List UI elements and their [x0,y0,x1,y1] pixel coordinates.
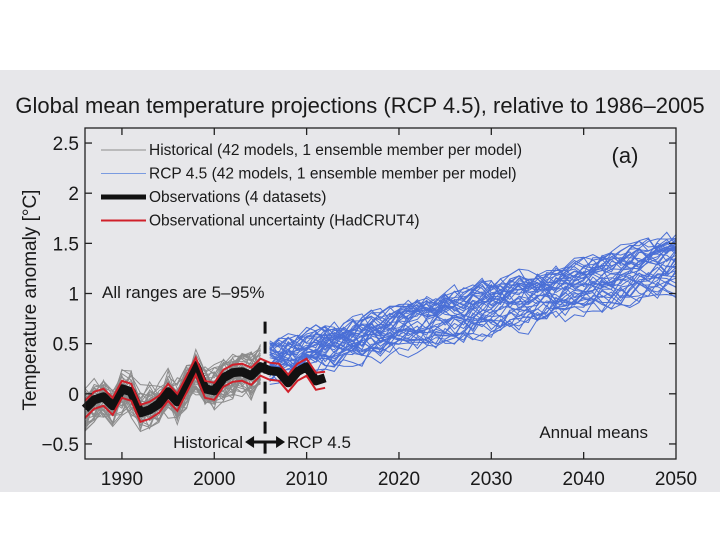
x-tick-label: 2050 [655,469,697,490]
y-tick-label: 2.5 [53,134,79,155]
uncertainty-lower-line [84,372,326,424]
rcp45-model-line [269,246,677,350]
observations-line [81,361,327,418]
rcp45-model-line [269,253,677,371]
rcp45-ensemble [269,231,677,385]
x-tick-label: 2000 [193,469,235,490]
y-tick-label: 0 [68,385,79,406]
chart-title: Global mean temperature projections (RCP… [15,93,704,118]
y-tick-label: 1.5 [53,234,79,255]
y-tick-label: −0.5 [41,435,79,456]
ranges-note: All ranges are 5–95% [102,283,265,302]
legend-label: Observations (4 datasets) [149,189,326,206]
x-axis: 1990 2000 2010 2020 2030 2040 2050 [101,128,697,490]
x-tick-label: 2040 [563,469,605,490]
arrow-head-left [245,436,255,448]
y-axis: −0.5 0 0.5 1 1.5 2 2.5 [41,134,676,456]
legend-label: Historical (42 models, 1 ensemble member… [149,142,522,159]
rcp45-model-line [269,281,677,375]
x-tick-label: 2010 [285,469,327,490]
rcp45-model-line [269,245,677,359]
x-tick-label: 2030 [470,469,512,490]
uncertainty-upper-line [84,355,326,407]
y-tick-label: 0.5 [53,335,79,356]
rcp45-model-line [269,277,677,375]
plot-area [81,231,677,459]
rcp45-model-line [269,277,677,381]
rcp45-model-line [269,248,677,353]
rcp45-model-line [269,240,677,347]
x-tick-label: 1990 [101,469,143,490]
legend-label: Observational uncertainty (HadCRUT4) [149,213,420,230]
annual-means-note: Annual means [539,423,648,442]
rcp45-model-line [269,238,677,356]
legend-label: RCP 4.5 (42 models, 1 ensemble member pe… [149,166,517,183]
legend: Historical (42 models, 1 ensemble member… [101,142,522,230]
rcp-label: RCP 4.5 [287,433,351,452]
double-arrow-icon [245,436,286,448]
rcp45-model-line [269,280,677,385]
panel-label: (a) [612,143,639,168]
rcp45-model-line [269,281,677,375]
y-axis-label: Temperature anomaly [°C] [20,190,41,411]
rcp45-model-line [269,237,677,355]
rcp45-model-line [269,256,677,368]
y-tick-label: 1 [68,285,79,306]
y-axis-label-text: Temperature anomaly [°C] [20,190,41,411]
historical-label: Historical [173,433,243,452]
x-tick-label: 2020 [378,469,420,490]
arrow-head-right [276,436,286,448]
observations [81,355,327,424]
y-tick-label: 2 [68,184,79,205]
rcp45-model-line [269,275,677,378]
